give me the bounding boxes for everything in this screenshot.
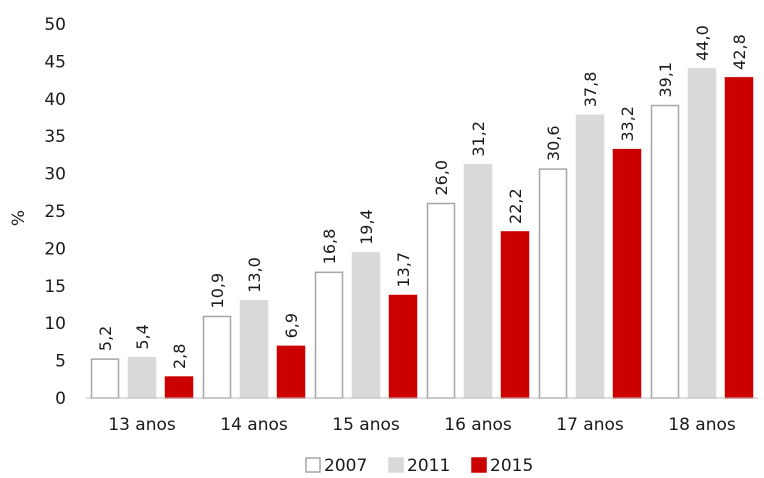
bar-2007-13-anos xyxy=(90,358,120,399)
data-label: 37,8 xyxy=(581,72,600,108)
data-label: 13,7 xyxy=(394,252,413,288)
y-tick-label: 30 xyxy=(44,165,66,185)
bar-2011-16-anos xyxy=(463,163,493,399)
bar-2015-15-anos xyxy=(388,294,418,399)
y-tick-label: 35 xyxy=(44,127,66,147)
bar-2015-14-anos xyxy=(276,345,306,399)
data-label: 26,0 xyxy=(432,160,451,196)
x-tick-label: 18 anos xyxy=(668,415,736,435)
bar-2015-13-anos xyxy=(164,376,194,399)
legend-label: 2011 xyxy=(407,456,450,476)
data-label: 6,9 xyxy=(282,313,301,338)
y-tick-label: 15 xyxy=(44,277,66,297)
y-tick-label: 40 xyxy=(44,90,66,110)
data-label: 5,2 xyxy=(96,326,115,351)
data-label: 42,8 xyxy=(730,34,749,70)
bar-2007-15-anos xyxy=(314,271,344,399)
bar-2011-17-anos xyxy=(575,114,605,399)
y-tick-label: 10 xyxy=(44,314,66,334)
legend-label: 2015 xyxy=(490,456,533,476)
data-label: 13,0 xyxy=(245,257,264,293)
bar-2011-14-anos xyxy=(239,300,269,399)
y-tick-label: 45 xyxy=(44,52,66,72)
data-label: 22,2 xyxy=(506,188,525,224)
bar-2015-17-anos xyxy=(612,148,642,399)
data-label: 19,4 xyxy=(357,209,376,245)
y-tick-label: 0 xyxy=(55,389,66,409)
legend-label: 2007 xyxy=(324,456,367,476)
bar-2011-13-anos xyxy=(127,356,157,399)
data-label: 16,8 xyxy=(320,229,339,265)
y-axis: 0 5 10 15 20 25 30 35 40 45 50 xyxy=(44,15,66,409)
data-label: 5,4 xyxy=(133,324,152,349)
bar-2011-18-anos xyxy=(687,68,717,399)
bar-2007-17-anos xyxy=(538,168,568,399)
legend-swatch-2007 xyxy=(305,457,321,473)
bar-2015-18-anos xyxy=(724,77,754,399)
y-axis-label: % xyxy=(9,210,29,226)
data-label: 2,8 xyxy=(170,344,189,369)
data-label: 33,2 xyxy=(618,106,637,142)
x-tick-label: 16 anos xyxy=(444,415,512,435)
data-label: 31,2 xyxy=(469,121,488,157)
x-axis: 13 anos 14 anos 15 anos 16 anos 17 anos 18 an… xyxy=(108,415,736,435)
bar-2011-15-anos xyxy=(351,252,381,399)
x-tick-label: 14 anos xyxy=(220,415,288,435)
bar-2015-16-anos xyxy=(500,231,530,399)
legend-swatch-2015 xyxy=(471,457,487,473)
data-label: 44,0 xyxy=(693,25,712,61)
y-tick-label: 20 xyxy=(44,239,66,259)
bar-2007-18-anos xyxy=(650,104,680,399)
legend-swatch-2011 xyxy=(388,457,404,473)
x-tick-label: 17 anos xyxy=(556,415,624,435)
plot-area: 5,2 5,4 2,8 10,9 13,0 6,9 16,8 19,4 13,7 26,0 31,2… xyxy=(90,25,754,399)
y-tick-label: 25 xyxy=(44,202,66,222)
data-label: 30,6 xyxy=(544,125,563,161)
y-tick-label: 50 xyxy=(44,15,66,35)
x-tick-label: 13 anos xyxy=(108,415,176,435)
legend: 2007 2011 2015 xyxy=(305,456,533,476)
bar-2007-16-anos xyxy=(426,202,456,399)
x-tick-label: 15 anos xyxy=(332,415,400,435)
bar-2007-14-anos xyxy=(202,315,232,399)
data-label: 10,9 xyxy=(208,273,227,309)
data-label: 39,1 xyxy=(656,62,675,98)
y-tick-label: 5 xyxy=(55,352,66,372)
